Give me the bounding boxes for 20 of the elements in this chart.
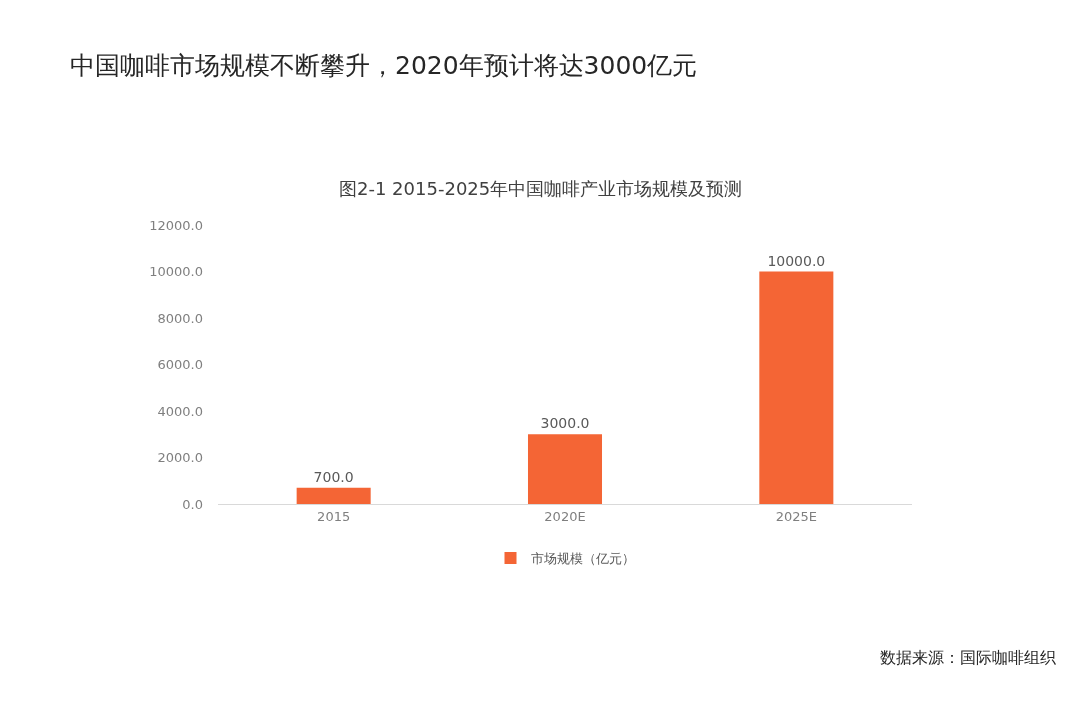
x-tick-label: 2025E	[775, 508, 817, 524]
y-tick-label: 10000.0	[149, 264, 203, 280]
data-label: 700.0	[313, 468, 354, 485]
x-tick-label: 2015	[317, 508, 351, 524]
y-tick-label: 8000.0	[157, 310, 203, 326]
y-tick-label: 12000.0	[149, 217, 203, 233]
data-label: 10000.0	[767, 252, 826, 269]
legend-label: 市场规模（亿元）	[530, 551, 635, 567]
y-tick-label: 6000.0	[157, 357, 203, 373]
y-tick-label: 2000.0	[157, 450, 203, 466]
data-label: 3000.0	[540, 415, 590, 432]
bar	[296, 487, 371, 504]
bar	[759, 271, 834, 504]
source-note: 数据来源：国际咖啡组织	[880, 648, 1056, 667]
chart-subtitle: 图2-1 2015-2025年中国咖啡产业市场规模及预测	[339, 178, 743, 199]
y-tick-label: 4000.0	[157, 403, 203, 419]
y-tick-label: 0.0	[182, 496, 203, 512]
x-tick-label: 2020E	[544, 508, 586, 524]
chart-title: 中国咖啡市场规模不断攀升，2020年预计将达3000亿元	[70, 50, 698, 80]
bar	[527, 434, 603, 504]
